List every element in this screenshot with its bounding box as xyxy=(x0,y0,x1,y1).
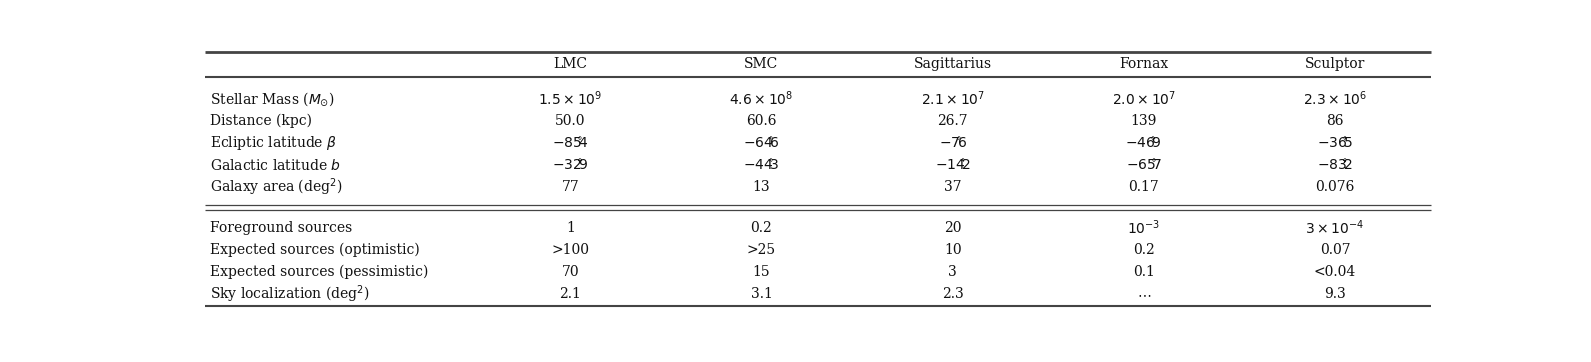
Text: 0.2: 0.2 xyxy=(751,220,772,235)
Text: 50.0: 50.0 xyxy=(555,114,585,128)
Text: $-85\!\!^{\circ}\!\!4$: $-85\!\!^{\circ}\!\!4$ xyxy=(552,136,589,151)
Text: Galaxy area (deg$^{2}$): Galaxy area (deg$^{2}$) xyxy=(210,177,342,198)
Text: 2.3: 2.3 xyxy=(942,287,964,301)
Text: 9.3: 9.3 xyxy=(1324,287,1346,301)
Text: >25: >25 xyxy=(746,243,776,257)
Text: 0.2: 0.2 xyxy=(1133,243,1155,257)
Text: 3.1: 3.1 xyxy=(751,287,772,301)
Text: $-83\!\!^{\circ}\!\!2$: $-83\!\!^{\circ}\!\!2$ xyxy=(1317,158,1354,173)
Text: 139: 139 xyxy=(1131,114,1157,128)
Text: 10: 10 xyxy=(943,243,961,257)
Text: $-32\!\!^{\circ}\!\!9$: $-32\!\!^{\circ}\!\!9$ xyxy=(552,158,589,173)
Text: $-44\!\!^{\circ}\!\!3$: $-44\!\!^{\circ}\!\!3$ xyxy=(743,158,780,173)
Text: $\cdots$: $\cdots$ xyxy=(1136,287,1150,301)
Text: <0.04: <0.04 xyxy=(1314,265,1356,279)
Text: 0.07: 0.07 xyxy=(1321,243,1351,257)
Text: 1: 1 xyxy=(566,220,574,235)
Text: $-7\!\!^{\circ}\!\!6$: $-7\!\!^{\circ}\!\!6$ xyxy=(939,136,967,151)
Text: 37: 37 xyxy=(943,180,961,194)
Text: 77: 77 xyxy=(562,180,579,194)
Text: >100: >100 xyxy=(550,243,589,257)
Text: $2.0 \times 10^{7}$: $2.0 \times 10^{7}$ xyxy=(1112,90,1176,108)
Text: $10^{-3}$: $10^{-3}$ xyxy=(1126,218,1160,237)
Text: SMC: SMC xyxy=(745,57,778,71)
Text: $-65\!\!^{\circ}\!\!7$: $-65\!\!^{\circ}\!\!7$ xyxy=(1125,158,1161,173)
Text: $1.5 \times 10^{9}$: $1.5 \times 10^{9}$ xyxy=(538,90,603,108)
Text: 2.1: 2.1 xyxy=(560,287,581,301)
Text: Foreground sources: Foreground sources xyxy=(210,220,352,235)
Text: Expected sources (pessimistic): Expected sources (pessimistic) xyxy=(210,265,428,279)
Text: 0.1: 0.1 xyxy=(1133,265,1155,279)
Text: $-46\!\!^{\circ}\!\!9$: $-46\!\!^{\circ}\!\!9$ xyxy=(1125,136,1163,151)
Text: 15: 15 xyxy=(753,265,770,279)
Text: $2.3 \times 10^{6}$: $2.3 \times 10^{6}$ xyxy=(1303,90,1367,108)
Text: 3: 3 xyxy=(948,265,958,279)
Text: $2.1 \times 10^{7}$: $2.1 \times 10^{7}$ xyxy=(921,90,985,108)
Text: Galactic latitude $b$: Galactic latitude $b$ xyxy=(210,158,340,173)
Text: Expected sources (optimistic): Expected sources (optimistic) xyxy=(210,243,420,257)
Text: 60.6: 60.6 xyxy=(746,114,776,128)
Text: $-14\!\!^{\circ}\!\!2$: $-14\!\!^{\circ}\!\!2$ xyxy=(934,158,971,173)
Text: Sky localization (deg$^{2}$): Sky localization (deg$^{2}$) xyxy=(210,283,369,304)
Text: $-64\!\!^{\circ}\!\!6$: $-64\!\!^{\circ}\!\!6$ xyxy=(743,136,780,151)
Text: 13: 13 xyxy=(753,180,770,194)
Text: Ecliptic latitude $\beta$: Ecliptic latitude $\beta$ xyxy=(210,134,337,152)
Text: Sculptor: Sculptor xyxy=(1305,57,1365,71)
Text: Sagittarius: Sagittarius xyxy=(913,57,991,71)
Text: Distance (kpc): Distance (kpc) xyxy=(210,114,312,129)
Text: 0.076: 0.076 xyxy=(1316,180,1356,194)
Text: LMC: LMC xyxy=(554,57,587,71)
Text: 86: 86 xyxy=(1327,114,1344,128)
Text: 0.17: 0.17 xyxy=(1128,180,1160,194)
Text: $3 \times 10^{-4}$: $3 \times 10^{-4}$ xyxy=(1305,218,1365,237)
Text: 20: 20 xyxy=(943,220,961,235)
Text: $-36\!\!^{\circ}\!\!5$: $-36\!\!^{\circ}\!\!5$ xyxy=(1317,136,1354,151)
Text: 70: 70 xyxy=(562,265,579,279)
Text: Fornax: Fornax xyxy=(1118,57,1168,71)
Text: $4.6 \times 10^{8}$: $4.6 \times 10^{8}$ xyxy=(729,90,794,108)
Text: 26.7: 26.7 xyxy=(937,114,967,128)
Text: Stellar Mass ($M_{\odot}$): Stellar Mass ($M_{\odot}$) xyxy=(210,90,334,108)
